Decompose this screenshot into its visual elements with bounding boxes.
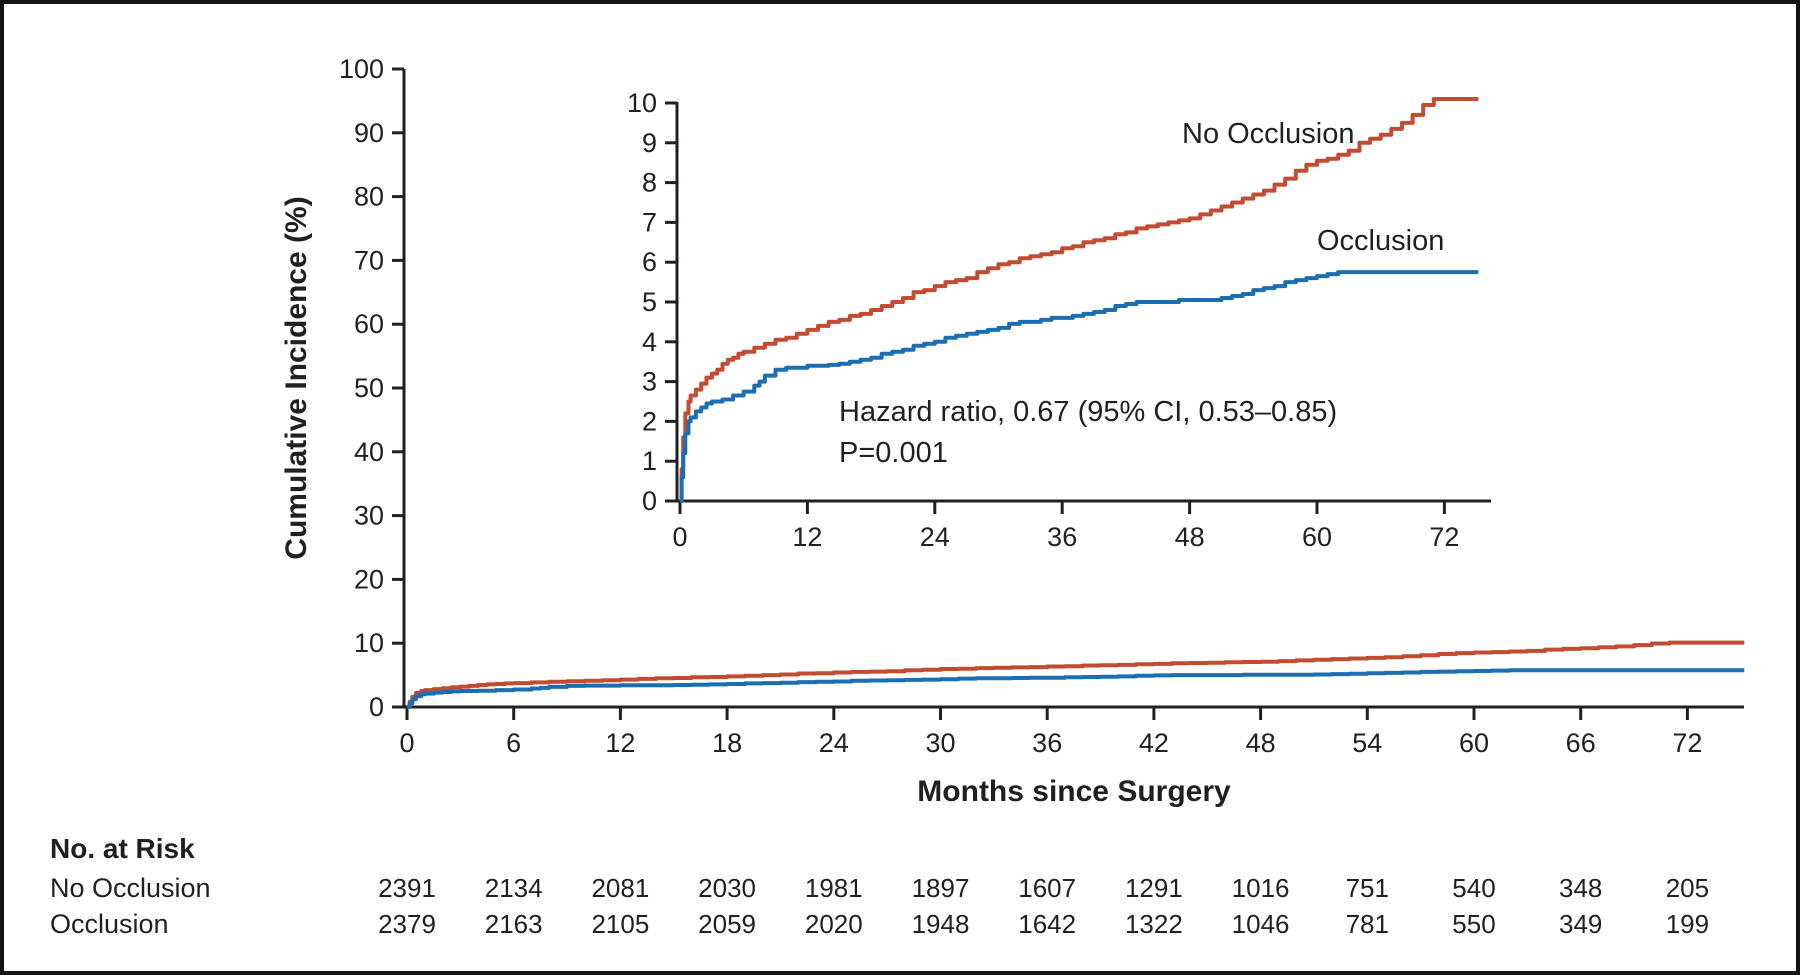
risk-value: 2379	[378, 909, 436, 939]
inset-curve-no-occlusion	[679, 97, 1479, 503]
main-x-tick-label: 6	[506, 728, 521, 758]
risk-value: 1981	[804, 873, 863, 903]
main-x-tick-label: 48	[1246, 728, 1276, 758]
main-curve-occlusion	[407, 668, 1745, 709]
risk-value: 1016	[1231, 873, 1290, 903]
inset-x-tick-label: 60	[1302, 522, 1332, 552]
risk-value: 2081	[591, 873, 650, 903]
inset-x-tick-label: 72	[1429, 522, 1459, 552]
inset-curve-occlusion	[679, 270, 1479, 503]
main-x-tick-label: 60	[1459, 728, 1489, 758]
main-y-tick-label: 100	[339, 54, 384, 84]
main-y-tick-label: 80	[354, 182, 384, 212]
risk-value: 2134	[484, 873, 543, 903]
main-x-tick-label: 36	[1032, 728, 1062, 758]
inset-x-tick-label: 48	[1175, 522, 1205, 552]
inset-y-tick-label: 9	[642, 128, 657, 158]
inset-x-tick-label: 24	[920, 522, 950, 552]
inset-y-tick-label: 10	[627, 88, 657, 118]
risk-value: 2059	[698, 909, 757, 939]
main-x-tick-label: 24	[819, 728, 849, 758]
main-y-tick-label: 20	[354, 564, 384, 594]
main-curve-no-occlusion	[407, 640, 1745, 709]
hazard-ratio-annotation: Hazard ratio, 0.67 (95% CI, 0.53–0.85)	[839, 396, 1338, 428]
main-x-tick-label: 72	[1672, 728, 1702, 758]
risk-value: 2391	[378, 873, 436, 903]
main-y-tick-label: 10	[354, 628, 384, 658]
main-y-tick-label: 0	[369, 692, 384, 722]
inset-x-tick-label: 12	[792, 522, 822, 552]
risk-value: 349	[1558, 909, 1603, 939]
risk-table-title: No. at Risk	[50, 833, 195, 864]
x-axis-title: Months since Surgery	[917, 775, 1231, 808]
inset-y-tick-label: 1	[642, 446, 657, 476]
series-label-occlusion: Occlusion	[1317, 225, 1445, 257]
risk-value: 1291	[1124, 873, 1183, 903]
main-x-tick-label: 12	[605, 728, 635, 758]
risk-row-label-occlusion: Occlusion	[50, 909, 169, 939]
risk-value: 2030	[698, 873, 757, 903]
main-y-tick-label: 60	[354, 309, 384, 339]
inset-y-tick-label: 6	[642, 247, 657, 277]
inset-y-tick-label: 0	[642, 486, 657, 516]
risk-value: 2163	[484, 909, 543, 939]
main-x-tick-label: 42	[1139, 728, 1169, 758]
risk-value: 2020	[804, 909, 863, 939]
inset-x-tick-label: 0	[672, 522, 687, 552]
risk-value: 1948	[911, 909, 970, 939]
inset-y-tick-label: 8	[642, 168, 657, 198]
p-value-annotation: P=0.001	[839, 437, 948, 469]
risk-row-label-no-occlusion: No Occlusion	[50, 873, 211, 903]
inset-y-tick-label: 5	[642, 287, 657, 317]
inset-y-tick-label: 3	[642, 367, 657, 397]
risk-value: 1642	[1018, 909, 1077, 939]
main-y-tick-label: 40	[354, 437, 384, 467]
main-x-tick-label: 18	[712, 728, 742, 758]
risk-value: 348	[1558, 873, 1603, 903]
risk-value: 1046	[1231, 909, 1290, 939]
main-y-tick-label: 30	[354, 501, 384, 531]
main-y-tick-label: 50	[354, 373, 384, 403]
risk-value: 751	[1345, 873, 1389, 903]
inset-x-tick-label: 36	[1047, 522, 1077, 552]
inset-y-tick-label: 2	[642, 406, 657, 436]
y-axis-title: Cumulative Incidence (%)	[280, 196, 313, 560]
risk-value: 1607	[1018, 873, 1077, 903]
inset-y-tick-label: 4	[642, 327, 657, 357]
risk-value: 781	[1345, 909, 1389, 939]
risk-value: 550	[1452, 909, 1496, 939]
main-y-tick-label: 90	[354, 118, 384, 148]
risk-value: 1897	[911, 873, 970, 903]
risk-value: 1322	[1124, 909, 1183, 939]
risk-value: 2105	[591, 909, 650, 939]
main-x-tick-label: 0	[399, 728, 414, 758]
risk-value: 540	[1452, 873, 1496, 903]
inset-y-tick-label: 7	[642, 207, 657, 237]
main-x-tick-label: 66	[1566, 728, 1596, 758]
main-x-tick-label: 30	[925, 728, 955, 758]
series-label-no-occlusion: No Occlusion	[1182, 118, 1355, 150]
risk-value: 205	[1665, 873, 1710, 903]
main-x-tick-label: 54	[1352, 728, 1382, 758]
risk-value: 199	[1665, 909, 1710, 939]
main-y-tick-label: 70	[354, 245, 384, 275]
